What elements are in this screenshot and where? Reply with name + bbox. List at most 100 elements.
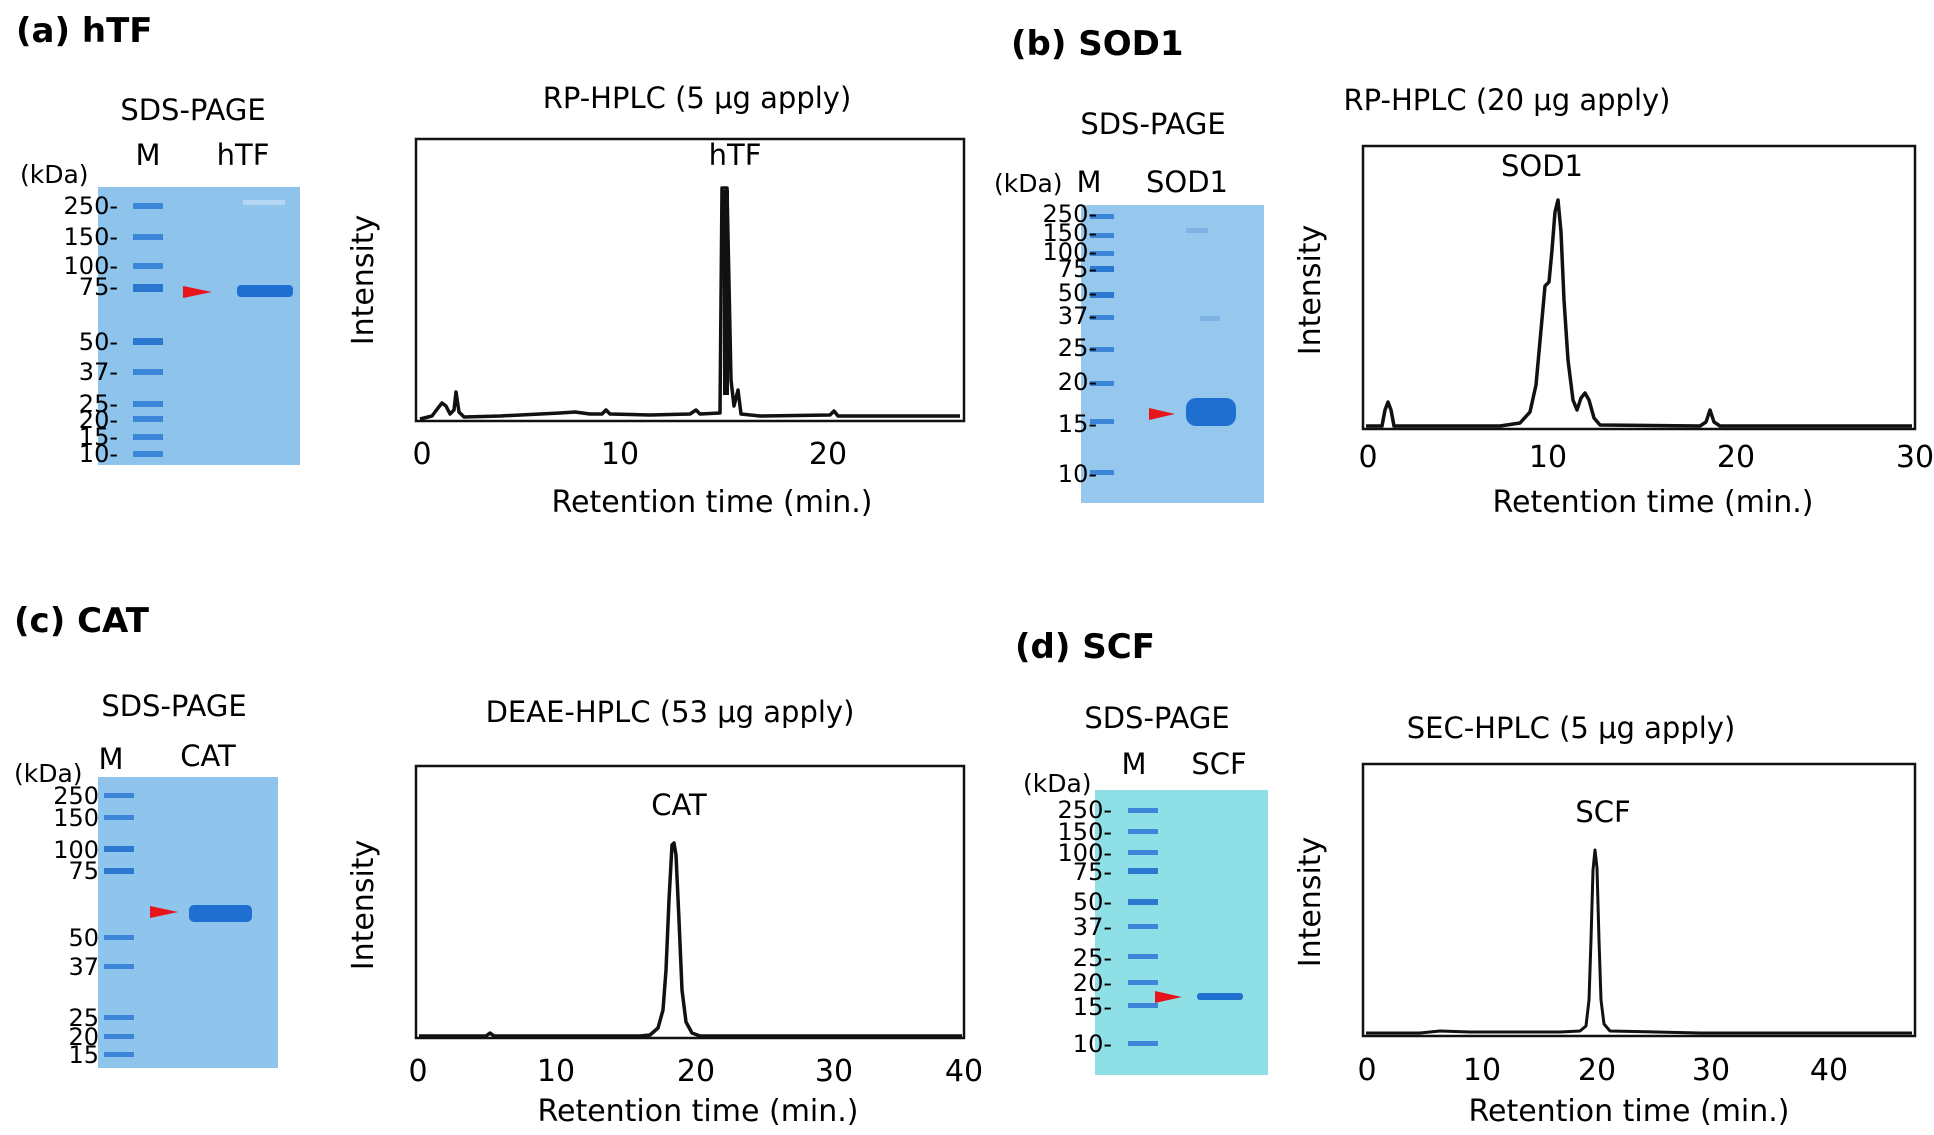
panel-c-chromatogram: DEAE-HPLC (53 μg apply) Intensity Retent… xyxy=(346,695,983,1129)
panel-d: (d) SCF SDS-PAGE (kDa) M SCF 250- 15 xyxy=(1015,627,1917,1129)
panel-b-lane-m: M xyxy=(1076,165,1101,199)
ladder-band xyxy=(133,234,163,240)
panel-d-y-label: Intensity xyxy=(1293,837,1328,968)
marker-label: 37- xyxy=(1073,913,1112,941)
x-tick-label: 10 xyxy=(1463,1053,1501,1088)
ladder-band xyxy=(1128,808,1158,813)
ladder-band xyxy=(104,793,134,798)
panel-a-trace xyxy=(419,186,960,421)
panel-c-peak-label: CAT xyxy=(651,788,707,822)
marker-label: 20 xyxy=(68,1023,99,1051)
panel-c-lane-sample: CAT xyxy=(180,739,236,773)
marker-label: 10- xyxy=(1058,460,1097,488)
ladder-band xyxy=(104,1052,134,1057)
panel-a-gel-title: SDS-PAGE xyxy=(120,93,265,127)
x-tick-label: 0 xyxy=(412,437,431,472)
panel-b-trace xyxy=(1366,198,1912,428)
panel-d-chart-title: SEC-HPLC (5 μg apply) xyxy=(1407,711,1736,745)
panel-a-main-peak xyxy=(723,190,729,395)
marker-label: 37 xyxy=(68,953,99,981)
marker-label: 25- xyxy=(1058,334,1097,362)
x-tick-label: 20 xyxy=(1717,440,1755,475)
marker-label: 25 xyxy=(68,1004,99,1032)
panel-a-chromatogram: RP-HPLC (5 μg apply) Intensity Retention… xyxy=(346,81,966,520)
panel-d-plot-frame xyxy=(1361,762,1917,1038)
ladder-band xyxy=(133,451,163,457)
panel-a-arrow-marker xyxy=(183,286,212,298)
marker-label: 20- xyxy=(1058,368,1097,396)
panel-a-faint-band xyxy=(243,200,285,205)
x-tick-label: 20 xyxy=(1578,1053,1616,1088)
panel-a-kda-label: (kDa) xyxy=(20,160,89,189)
marker-label: 75 xyxy=(68,857,99,885)
ladder-band xyxy=(1090,347,1114,352)
ladder-band xyxy=(1090,419,1114,424)
panel-b-marker-labels: 250- 150- 100- 75- 50- 37- 25- 20- 15- 1… xyxy=(1043,200,1097,488)
panel-d-kda-label: (kDa) xyxy=(1023,769,1092,798)
panel-d-x-label: Retention time (min.) xyxy=(1468,1094,1789,1129)
panel-a-lane-sample: hTF xyxy=(217,138,270,172)
ladder-band xyxy=(1090,292,1114,298)
marker-label: 15- xyxy=(1073,993,1112,1021)
panel-b-arrow-marker xyxy=(1149,408,1175,420)
panel-c-lane-m: M xyxy=(98,742,123,776)
panel-d-title: (d) SCF xyxy=(1015,627,1155,667)
ladder-band xyxy=(1128,1003,1158,1008)
marker-label: 10- xyxy=(1073,1030,1112,1058)
panel-c-trace xyxy=(419,841,962,1038)
marker-label: 150- xyxy=(1058,818,1112,846)
marker-label: 250 xyxy=(53,782,99,810)
ladder-band xyxy=(133,203,163,209)
ladder-band xyxy=(104,964,134,969)
x-tick-label: 0 xyxy=(408,1054,427,1089)
ladder-band xyxy=(1090,214,1114,219)
ladder-band xyxy=(104,846,134,852)
panel-c-y-label: Intensity xyxy=(346,840,381,971)
ladder-band xyxy=(133,434,163,440)
marker-label: 100- xyxy=(64,252,118,280)
x-tick-label: 40 xyxy=(945,1054,983,1089)
ladder-band xyxy=(133,284,163,292)
ladder-band xyxy=(1128,980,1158,985)
x-tick-label: 20 xyxy=(809,437,847,472)
ladder-band xyxy=(133,401,163,407)
panel-b-marker-ladder xyxy=(1090,214,1114,475)
panel-b-gel-title: SDS-PAGE xyxy=(1080,107,1225,141)
x-tick-label: 30 xyxy=(1896,440,1934,475)
ladder-band xyxy=(1090,381,1114,386)
marker-label: 50- xyxy=(1058,279,1097,307)
panel-a-x-label: Retention time (min.) xyxy=(551,485,872,520)
panel-b-kda-label: (kDa) xyxy=(994,169,1063,198)
ladder-band xyxy=(1090,315,1114,320)
ladder-band xyxy=(1090,233,1114,238)
panel-c-kda-label: (kDa) xyxy=(14,759,83,788)
panel-a-title: (a) hTF xyxy=(16,11,152,51)
x-tick-label: 10 xyxy=(537,1054,575,1089)
marker-label: 15 xyxy=(68,1041,99,1069)
marker-label: 20- xyxy=(1073,969,1112,997)
x-tick-label: 0 xyxy=(1357,1053,1376,1088)
panel-b-lane-sample: SOD1 xyxy=(1146,165,1228,199)
panel-d-lane-sample: SCF xyxy=(1191,747,1246,781)
ladder-band xyxy=(1128,899,1158,905)
panel-b-chromatogram: RP-HPLC (20 μg apply) Intensity Retentio… xyxy=(1293,83,1934,520)
ladder-band xyxy=(133,338,163,345)
marker-label: 150- xyxy=(64,223,118,251)
ladder-band xyxy=(1128,924,1158,929)
panel-a-sample-band xyxy=(237,285,293,297)
panel-c-chart-title: DEAE-HPLC (53 μg apply) xyxy=(486,695,855,729)
ladder-band xyxy=(133,369,163,375)
panel-a-marker-ladder xyxy=(133,203,163,457)
marker-label: 50- xyxy=(79,328,118,356)
panel-b-sample-band xyxy=(1186,398,1236,426)
ladder-band xyxy=(1128,954,1158,959)
panel-a-gel: SDS-PAGE (kDa) M hTF 250- 150- 100- xyxy=(20,93,300,468)
panel-d-marker-ladder xyxy=(1128,808,1158,1046)
panel-b-x-label: Retention time (min.) xyxy=(1492,485,1813,520)
panel-b-chart-title: RP-HPLC (20 μg apply) xyxy=(1343,83,1670,117)
x-tick-label: 30 xyxy=(1692,1053,1730,1088)
marker-label: 250- xyxy=(64,192,118,220)
marker-label: 37- xyxy=(79,358,118,386)
marker-label: 25- xyxy=(79,390,118,418)
